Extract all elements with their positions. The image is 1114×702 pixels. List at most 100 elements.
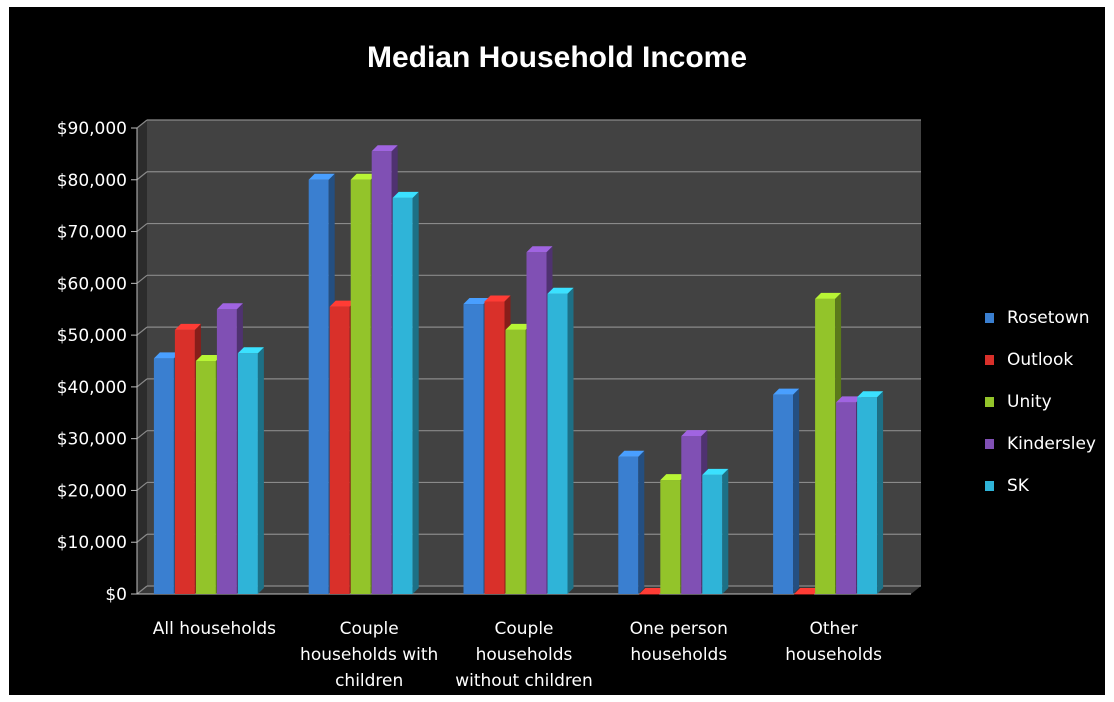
x-tick-label: One person bbox=[630, 619, 728, 639]
bar-side bbox=[877, 391, 884, 594]
bar-top bbox=[216, 303, 243, 310]
gridline-depth bbox=[136, 274, 148, 284]
bar bbox=[153, 358, 174, 594]
gridline-depth bbox=[136, 171, 148, 181]
bar-top bbox=[639, 588, 666, 594]
legend-swatch bbox=[985, 397, 994, 407]
bar bbox=[237, 353, 258, 594]
legend-label: Unity bbox=[1007, 392, 1052, 412]
bar bbox=[329, 306, 350, 594]
bar-chart: $0 $10,000 $20,000 $30,000 $40,000 $50,000 $60… bbox=[57, 119, 921, 691]
gridline-depth bbox=[136, 533, 148, 543]
bar-top bbox=[681, 430, 708, 437]
bar-top bbox=[618, 450, 645, 457]
gridline-depth bbox=[136, 378, 148, 388]
x-tick-label: households bbox=[476, 645, 573, 665]
bar bbox=[195, 361, 216, 594]
bar bbox=[216, 309, 237, 594]
bar-top bbox=[660, 474, 687, 481]
gridline-depth bbox=[136, 481, 148, 491]
x-tick-label: households bbox=[630, 645, 727, 665]
y-tick-label: $30,000 bbox=[57, 430, 127, 450]
chart-area: Median Household Income $0 $10,000 $20,000… bbox=[9, 7, 1105, 695]
y-tick-label: $0 bbox=[105, 585, 127, 605]
legend-label: Outlook bbox=[1007, 350, 1074, 370]
bar-top bbox=[836, 396, 863, 403]
bar-top bbox=[350, 173, 377, 180]
bar bbox=[308, 179, 329, 594]
x-tick-label: Couple bbox=[340, 619, 399, 639]
x-tick-label: households bbox=[785, 645, 882, 665]
bar-top bbox=[702, 468, 729, 475]
bar bbox=[815, 298, 836, 594]
bar-top bbox=[237, 347, 264, 354]
legend-swatch bbox=[985, 313, 994, 323]
bar-top bbox=[329, 300, 356, 307]
bar bbox=[857, 397, 878, 594]
bar-side bbox=[567, 287, 574, 594]
y-tick-label: $80,000 bbox=[57, 171, 127, 191]
x-tick-label: All households bbox=[153, 619, 276, 639]
y-tick-label: $90,000 bbox=[57, 119, 127, 139]
x-tick-label: children bbox=[335, 671, 403, 691]
bar-top bbox=[815, 292, 842, 299]
legend: Rosetown Outlook Unity Kindersley SK bbox=[985, 297, 1096, 507]
bar-side bbox=[638, 450, 645, 594]
legend-label: Rosetown bbox=[1007, 308, 1090, 328]
y-tick-label: $50,000 bbox=[57, 326, 127, 346]
bar bbox=[702, 474, 723, 594]
legend-item: SK bbox=[985, 465, 1096, 507]
bar bbox=[484, 301, 505, 594]
bar-top bbox=[547, 287, 574, 294]
bar-top bbox=[371, 145, 398, 152]
y-tick-label: $20,000 bbox=[57, 481, 127, 501]
bar-top bbox=[463, 298, 490, 305]
gridline-depth bbox=[136, 119, 148, 129]
bar-side bbox=[793, 388, 800, 594]
x-tick-label: without children bbox=[455, 671, 593, 691]
chart-title: Median Household Income bbox=[366, 41, 748, 74]
legend-item: Kindersley bbox=[985, 423, 1096, 465]
legend-swatch bbox=[985, 481, 994, 491]
bar-top bbox=[308, 173, 335, 180]
bar bbox=[371, 151, 392, 595]
legend-item: Unity bbox=[985, 381, 1096, 423]
bar bbox=[618, 456, 639, 594]
legend-swatch bbox=[985, 355, 994, 365]
gridline-depth bbox=[136, 585, 148, 595]
bar bbox=[681, 436, 702, 594]
bar bbox=[773, 394, 794, 594]
bar-top bbox=[857, 391, 884, 398]
bar-top bbox=[505, 323, 532, 330]
y-tick-label: $60,000 bbox=[57, 274, 127, 294]
legend-item: Rosetown bbox=[985, 297, 1096, 339]
bar bbox=[463, 304, 484, 594]
y-tick-label: $70,000 bbox=[57, 223, 127, 243]
bar bbox=[639, 594, 660, 595]
legend-label: Kindersley bbox=[1007, 434, 1096, 454]
bar-top bbox=[195, 355, 222, 361]
legend-item: Outlook bbox=[985, 339, 1096, 381]
bar bbox=[547, 293, 568, 594]
bar bbox=[392, 197, 413, 594]
bar-side bbox=[257, 347, 264, 594]
bar-side bbox=[722, 468, 729, 594]
bar bbox=[660, 480, 681, 594]
legend-swatch bbox=[985, 439, 994, 449]
bar-top bbox=[773, 388, 800, 395]
legend-label: SK bbox=[1007, 476, 1029, 496]
gridline-depth bbox=[136, 223, 148, 233]
bar bbox=[794, 594, 815, 595]
bar bbox=[836, 402, 857, 594]
plot-side-wall bbox=[137, 120, 147, 594]
gridline-depth bbox=[136, 326, 148, 336]
x-tick-label: households with bbox=[300, 645, 438, 665]
gridline-depth bbox=[136, 430, 148, 440]
bar bbox=[505, 329, 526, 594]
bar-side bbox=[412, 191, 419, 594]
bar bbox=[174, 329, 195, 594]
x-tick-label: Other bbox=[809, 619, 857, 639]
y-tick-label: $10,000 bbox=[57, 533, 127, 553]
bar-top bbox=[794, 588, 821, 594]
bar-top bbox=[392, 191, 419, 198]
